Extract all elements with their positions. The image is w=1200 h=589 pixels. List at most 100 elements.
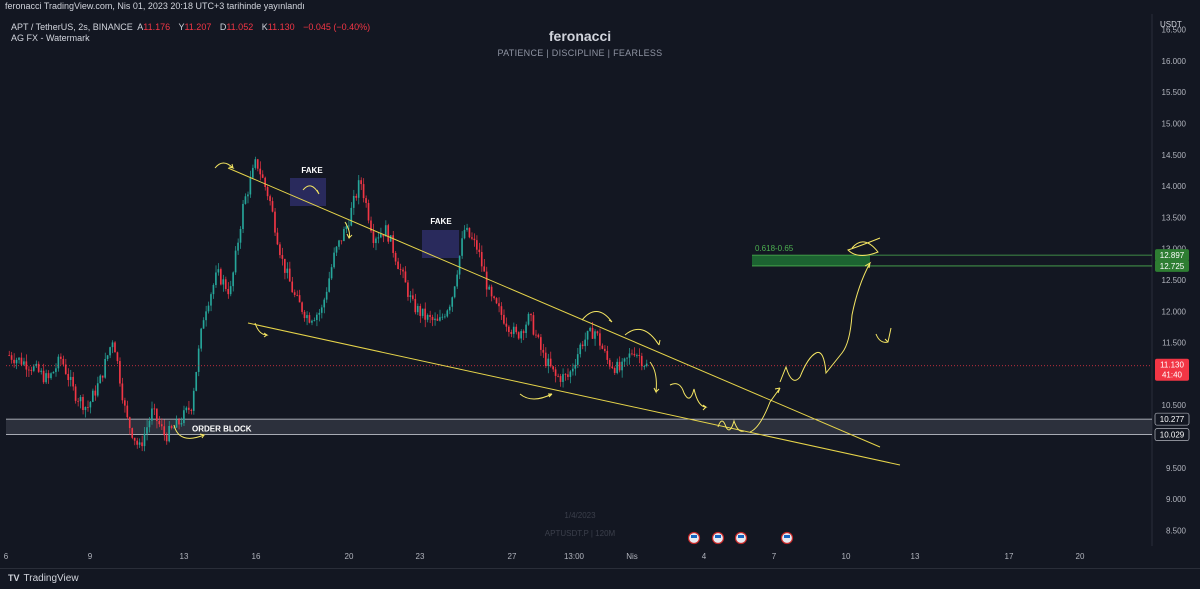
last-price-tag [1155,358,1189,381]
candle-body [645,363,648,366]
candle-body [23,361,25,365]
flag-canton [738,535,744,538]
background-symbol: APTUSDT.P | 120M [544,529,616,538]
indicator-legend[interactable]: AG FX - Watermark [11,33,90,43]
candle-body [441,316,444,318]
candle-body [357,180,360,198]
x-tick-label: 7 [772,552,777,561]
candle-body [468,227,471,238]
price-tag [1154,428,1190,441]
candle-body [259,168,262,175]
candle-body [64,364,67,374]
x-tick-label: 23 [416,552,425,561]
bottom-bar: TV TradingView [0,568,1200,589]
candle-body [91,390,94,402]
candle-body [111,342,114,348]
candle-body [222,279,225,285]
x-tick-label: 13 [911,552,920,561]
candle-body [247,194,249,197]
candle-body [599,333,601,346]
candle-body [515,326,518,333]
candle-body [402,269,404,272]
price-tag-value: 10.029 [1160,431,1185,440]
candle-body [628,353,631,358]
candle-body [104,359,106,378]
y-tick-label: 9.000 [1166,495,1187,504]
change-value: −0.045 (−0.40%) [303,22,371,32]
wedge-lower-line [247,322,901,466]
hand-drawn-arrow [779,261,872,383]
candle-body [168,425,170,442]
price-tag-value: 10.277 [1160,415,1185,424]
candle-body [256,159,259,169]
candle-body [170,425,173,428]
candle-body [505,323,508,327]
candle-body [35,363,38,367]
candle-body [431,316,434,321]
candle-body [532,315,535,335]
candle-body [254,159,257,168]
candle-body [579,344,582,355]
candle-body [493,296,495,299]
candle-body [74,386,77,401]
tradingview-brand[interactable]: TV TradingView [8,573,79,584]
hand-drawn-arrow [649,361,660,394]
candle-body [611,366,614,369]
candle-body [603,348,606,351]
candle-body [306,315,308,319]
candle-body [79,397,82,402]
tradingview-logo-icon: TV [8,573,20,583]
candle-body [458,255,461,275]
close-label: K [261,22,268,32]
candle-body [279,244,281,256]
candle-body [101,375,104,378]
candle-body [283,258,286,273]
candle-body [84,407,87,411]
candle-body [360,180,362,185]
y-tick-label: 12.500 [1162,276,1187,285]
y-tick-label: 15.500 [1162,88,1187,97]
hand-drawn-arrow [749,387,781,433]
candle-body [47,373,50,379]
candle-body [367,202,370,221]
candle-body [293,292,296,295]
candle-body [517,332,520,339]
hand-drawn-arrow [214,162,235,169]
candle-body [463,229,466,239]
candle-body [562,374,564,382]
candle-body [436,318,439,321]
candle-body [448,306,451,311]
candle-body [148,420,151,428]
candle-body [175,419,178,428]
y-tick-label: 10.500 [1162,401,1187,410]
candle-body [384,225,387,237]
candle-body [77,400,79,402]
candle-body [507,326,510,333]
y-tick-label: 9.500 [1166,464,1187,473]
hand-drawn-arrow [717,419,745,432]
candle-body [57,356,60,369]
flag-canton [715,535,721,538]
y-tick-label: 14.000 [1162,182,1187,191]
candle-body [547,358,550,366]
candle-body [296,294,298,296]
candle-body [10,355,13,360]
last-price-countdown: 41:40 [1162,371,1183,380]
y-tick-label: 16.000 [1162,57,1187,66]
candle-body [542,349,545,353]
candle-body [116,352,119,362]
candle-body [485,271,488,290]
candle-body [330,267,333,279]
candle-body [471,237,473,239]
candle-body [549,358,552,367]
candle-body [20,357,23,365]
candle-body [633,353,636,356]
candle-body [379,234,382,238]
candle-body [589,327,591,331]
candle-body [539,337,542,350]
y-tick-label: 8.500 [1166,526,1187,535]
candle-body [59,356,62,359]
x-tick-label: Nis [626,552,638,561]
candle-body [178,419,180,425]
